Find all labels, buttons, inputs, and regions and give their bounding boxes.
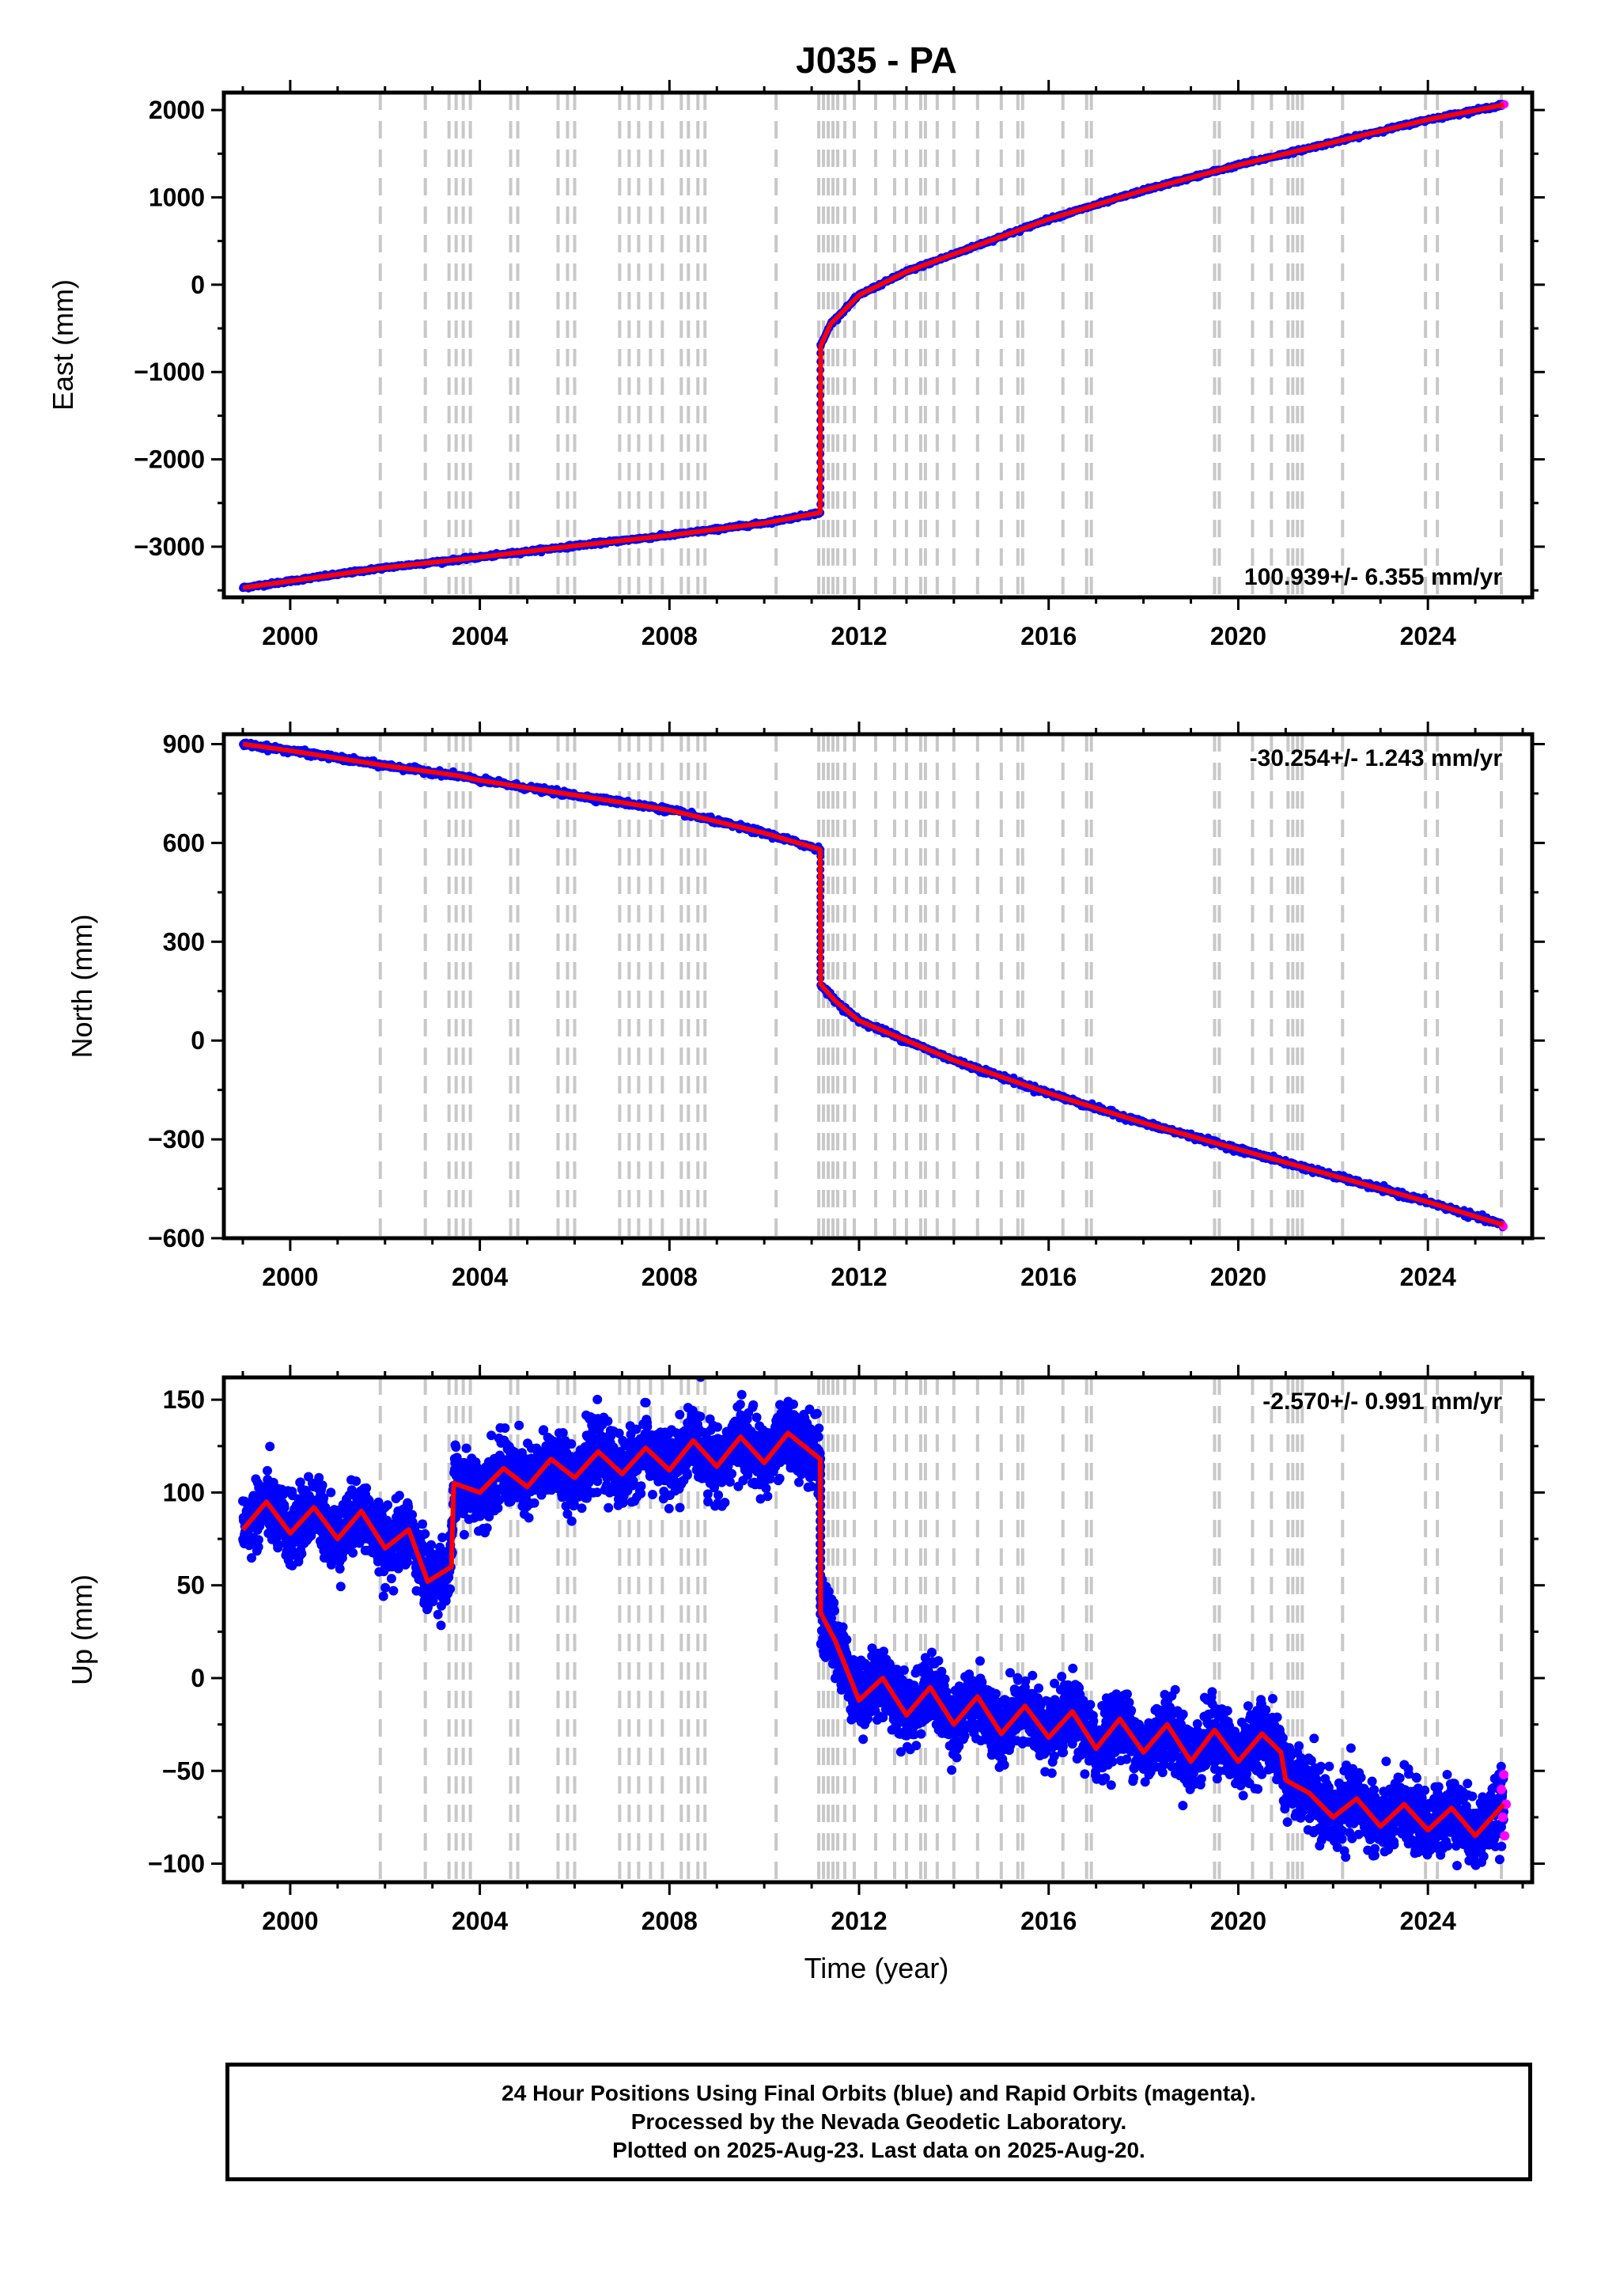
chart-title: J035 - PA <box>796 40 957 81</box>
y-tick-label: 0 <box>191 1026 205 1055</box>
final-orbit-points <box>239 738 1508 1232</box>
x-tick-label: 2020 <box>1210 622 1266 650</box>
x-tick-label: 2004 <box>452 622 508 650</box>
y-tick-label: 0 <box>191 271 205 299</box>
final-point <box>253 1542 263 1552</box>
event-lines <box>378 93 1504 597</box>
x-tick-label: 2008 <box>642 622 698 650</box>
x-tick-label: 2004 <box>452 1263 508 1291</box>
up-panel: 2000 2004 2008 2012 2016 2020 2024−100−5005010… <box>66 1365 1545 1935</box>
final-point <box>263 1465 272 1476</box>
final-point <box>253 1535 263 1545</box>
y-tick-label: 300 <box>163 927 205 956</box>
model-line <box>242 741 1504 1228</box>
x-tick-label: 2016 <box>1020 1263 1077 1291</box>
x-tick-label: 2020 <box>1210 1263 1266 1291</box>
y-axis-label: East (mm) <box>47 279 79 411</box>
x-tick-label: 2000 <box>262 622 318 650</box>
x-tick-label: 2024 <box>1400 1263 1456 1291</box>
y-axis-label: North (mm) <box>66 915 98 1059</box>
east-panel: 2000 2004 2008 2012 2016 2020 2024 −3000 −2000 −1… <box>47 80 1545 650</box>
final-point <box>265 1442 275 1452</box>
y-tick-label: −300 <box>148 1125 205 1154</box>
final-orbit-points <box>239 100 1508 593</box>
final-point <box>247 1553 256 1563</box>
y-tick-label: 1000 <box>149 183 205 211</box>
north-panel: 2000 2004 2008 2012 2016 2020 2024 −600 −300 0 300… <box>66 722 1545 1291</box>
x-tick-label: 2024 <box>1400 622 1456 650</box>
plot-frame <box>221 90 1535 600</box>
rate-annotation: -30.254+/- 1.243 mm/yr <box>1250 745 1503 771</box>
y-tick-label: 600 <box>163 828 205 857</box>
x-tick-label: 2012 <box>831 622 887 650</box>
x-tick-label: 2016 <box>1020 622 1077 650</box>
final-orbit-points <box>238 1377 1508 1870</box>
event-lines <box>378 734 1504 1238</box>
y-tick-label: −2000 <box>134 445 205 474</box>
model-line <box>242 102 1504 590</box>
x-tick-label: 2012 <box>831 1263 887 1291</box>
x-tick-label: 2008 <box>642 1263 698 1291</box>
rate-annotation: 100.939+/- 6.355 mm/yr <box>1244 564 1502 590</box>
y-tick-label: −600 <box>148 1224 205 1252</box>
y-tick-label: −3000 <box>134 532 205 561</box>
plot-frame <box>221 732 1535 1241</box>
y-tick-label: −1000 <box>134 358 205 386</box>
y-tick-label: 900 <box>163 729 205 758</box>
x-tick-label: 2000 <box>262 1263 318 1291</box>
final-point <box>268 1477 278 1487</box>
y-tick-label: 2000 <box>149 96 205 124</box>
